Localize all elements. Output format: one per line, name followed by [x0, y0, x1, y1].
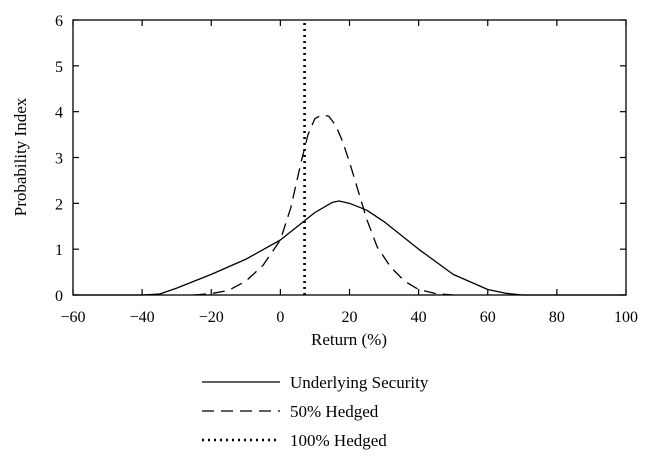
x-tick-label: 0 — [276, 309, 284, 326]
x-tick-label: −40 — [130, 309, 155, 326]
y-tick-label: 1 — [55, 242, 63, 259]
series-line-50-hedged — [193, 114, 454, 296]
x-tick-label: 60 — [480, 309, 496, 326]
x-tick-label: −20 — [199, 309, 224, 326]
y-tick-label: 2 — [55, 196, 63, 213]
y-axis-label: Probability Index — [11, 97, 30, 216]
plot-frame — [72, 19, 627, 296]
x-tick-label: 100 — [614, 309, 638, 326]
x-axis-label: Return (%) — [311, 330, 387, 349]
y-tick-label: 0 — [55, 288, 63, 305]
series-line-underlying-security — [73, 200, 626, 296]
legend-label: Underlying Security — [290, 373, 429, 392]
series-layer — [73, 20, 626, 296]
y-tick-label: 6 — [55, 13, 63, 30]
y-tick-label: 3 — [55, 151, 63, 168]
legend-label: 50% Hedged — [290, 402, 379, 421]
x-axis-ticks: −60 −40 −20 0 20 40 60 80 100 — [60, 20, 638, 326]
y-axis-ticks: 0 1 2 3 4 5 6 — [55, 13, 626, 305]
x-tick-label: 80 — [549, 309, 565, 326]
x-tick-label: 20 — [342, 309, 358, 326]
x-tick-label: −60 — [60, 309, 85, 326]
legend: Underlying Security 50% Hedged 100% Hedged — [202, 373, 429, 450]
y-tick-label: 4 — [55, 105, 63, 122]
legend-label: 100% Hedged — [290, 431, 387, 450]
y-tick-label: 5 — [55, 59, 63, 76]
x-tick-label: 40 — [411, 309, 427, 326]
